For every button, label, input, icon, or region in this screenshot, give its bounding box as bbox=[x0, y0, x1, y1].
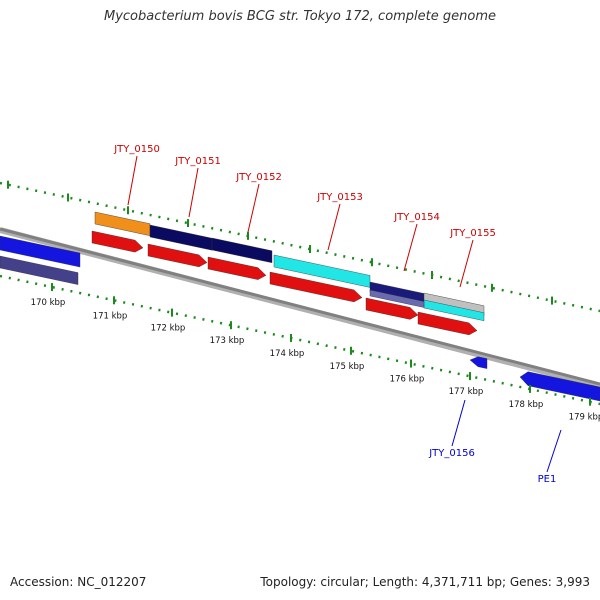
cds-arrow-2 bbox=[147, 243, 208, 268]
tick-label: 171 kbp bbox=[93, 311, 128, 321]
genome-summary-text: Topology: circular; Length: 4,371,711 bp… bbox=[260, 575, 590, 589]
outer-dotted-ring bbox=[0, 181, 600, 313]
gene-bar-jty0156 bbox=[469, 356, 488, 369]
leader-line bbox=[127, 155, 138, 206]
gene-label: JTY_0156 bbox=[428, 448, 475, 459]
gene-label: JTY_0153 bbox=[316, 192, 363, 203]
gene-label: JTY_0150 bbox=[113, 144, 160, 155]
leader-line bbox=[546, 429, 562, 473]
accession-text: Accession: NC_012207 bbox=[10, 575, 147, 589]
gene-label: JTY_0155 bbox=[449, 228, 496, 239]
gene-label: JTY_0151 bbox=[174, 156, 221, 167]
tick-label: 179 kbp bbox=[569, 413, 600, 423]
leader-line bbox=[459, 239, 474, 288]
cds-arrow-1 bbox=[91, 230, 144, 253]
tick-label: 175 kbp bbox=[330, 362, 365, 372]
map-title: Mycobacterium bovis BCG str. Tokyo 172, … bbox=[104, 9, 496, 24]
gene-bar-blue-left bbox=[0, 235, 81, 268]
tick-label: 177 kbp bbox=[449, 387, 484, 397]
tick-label: 174 kbp bbox=[270, 349, 305, 359]
gene-bar-navy-1 bbox=[149, 224, 213, 251]
gene-label: PE1 bbox=[538, 474, 557, 485]
tick-label: 170 kbp bbox=[31, 298, 66, 308]
cds-arrow-3 bbox=[207, 256, 267, 280]
tick-label: 172 kbp bbox=[151, 324, 186, 334]
backbone-line bbox=[0, 227, 600, 386]
leader-line bbox=[403, 223, 418, 272]
leader-line bbox=[247, 183, 260, 233]
gene-bar-orange bbox=[94, 211, 151, 236]
tick-label: 176 kbp bbox=[390, 375, 425, 385]
leader-line bbox=[327, 203, 341, 251]
gene-bar-pe1 bbox=[519, 371, 600, 402]
leader-line bbox=[451, 399, 466, 447]
cds-arrow-5 bbox=[365, 297, 419, 320]
gene-bar-lavender bbox=[369, 289, 425, 308]
inner-dotted-ring bbox=[0, 274, 600, 406]
genome-track-svg: 170 kbp 171 kbp 172 kbp 173 kbp 174 kbp 175 k… bbox=[0, 144, 600, 485]
cds-arrow-4 bbox=[269, 271, 363, 303]
gene-label: JTY_0152 bbox=[235, 172, 282, 183]
tick-label: 173 kbp bbox=[210, 336, 245, 346]
tick-label: 178 kbp bbox=[509, 400, 544, 410]
gene-label: JTY_0154 bbox=[393, 212, 440, 223]
leader-line bbox=[188, 167, 199, 218]
gene-bar-navy-2 bbox=[211, 237, 273, 264]
cds-arrow-6 bbox=[417, 311, 478, 336]
gene-bar-purple-left bbox=[0, 255, 79, 285]
